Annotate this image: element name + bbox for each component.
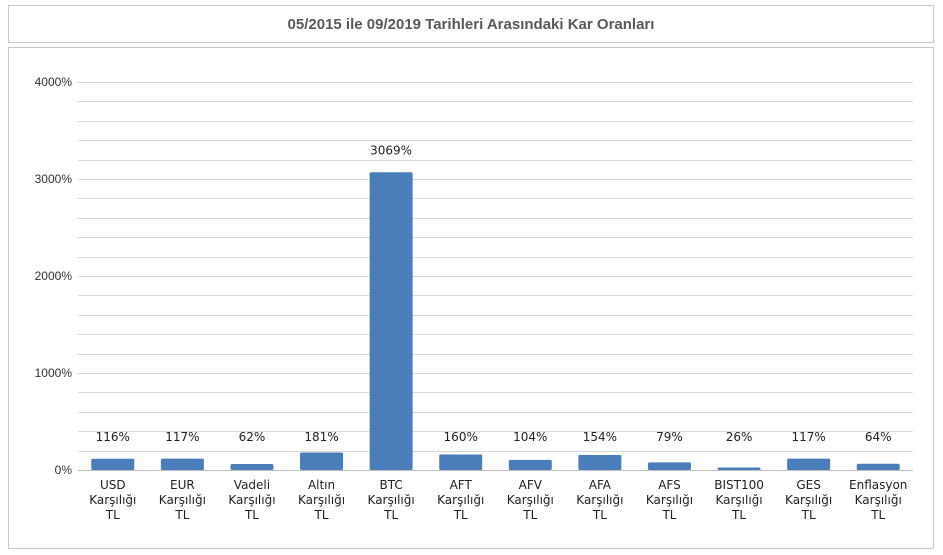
- category-label-line: TL: [314, 508, 329, 522]
- chart-title: 05/2015 ile 09/2019 Tarihleri Arasındaki…: [287, 15, 655, 33]
- data-labels: 116% 117% 62% 181% 3069% 160% 104% 154% 79% 26% 11…: [96, 143, 892, 444]
- data-label: 154%: [583, 430, 617, 444]
- category-label: GES Karşılığı TL: [785, 478, 832, 522]
- category-label-line: BTC: [380, 478, 403, 492]
- category-label: AFA Karşılığı TL: [576, 478, 623, 522]
- bar: [369, 172, 413, 470]
- category-label-line: AFS: [658, 478, 681, 492]
- data-label: 26%: [726, 430, 753, 444]
- category-label-line: BIST100: [714, 478, 764, 492]
- bar: [787, 458, 831, 470]
- category-label: AFV Karşılığı TL: [507, 478, 554, 522]
- category-label-line: AFA: [589, 478, 612, 492]
- data-label: 62%: [239, 430, 266, 444]
- bar: [856, 463, 900, 470]
- category-label-line: TL: [592, 508, 607, 522]
- category-label-line: Karşılığı: [646, 493, 693, 507]
- data-label: 79%: [656, 430, 683, 444]
- data-label: 3069%: [370, 143, 412, 157]
- category-label: AFT Karşılığı TL: [437, 478, 484, 522]
- data-label: 116%: [96, 430, 130, 444]
- category-label-line: GES: [796, 478, 821, 492]
- y-tick-label: 3000%: [35, 172, 73, 186]
- category-label-line: TL: [453, 508, 468, 522]
- bar: [578, 455, 622, 470]
- category-label-line: TL: [244, 508, 259, 522]
- category-label-line: TL: [105, 508, 120, 522]
- category-label-line: Karşılığı: [159, 493, 206, 507]
- data-label: 181%: [304, 430, 338, 444]
- category-label: Altın Karşılığı TL: [298, 478, 345, 522]
- category-label: EUR Karşılığı TL: [159, 478, 206, 522]
- category-label-line: Karşılığı: [785, 493, 832, 507]
- data-label: 104%: [513, 430, 547, 444]
- category-label-line: Karşılığı: [228, 493, 275, 507]
- category-label-line: Karşılığı: [437, 493, 484, 507]
- bar: [508, 459, 552, 470]
- category-label-line: TL: [870, 508, 885, 522]
- category-label-line: Karşılığı: [298, 493, 345, 507]
- category-label: BIST100 Karşılığı TL: [714, 478, 764, 522]
- category-label-line: TL: [731, 508, 746, 522]
- category-label-line: Enflasyon: [849, 478, 907, 492]
- bar: [300, 452, 344, 470]
- category-label-line: TL: [801, 508, 816, 522]
- y-tick-label: 2000%: [35, 269, 73, 283]
- y-axis-ticks: 0% 1000% 2000% 3000% 4000%: [35, 75, 73, 477]
- bar: [160, 458, 204, 470]
- category-label: AFS Karşılığı TL: [646, 478, 693, 522]
- category-label-line: EUR: [170, 478, 195, 492]
- category-label: USD Karşılığı TL: [89, 478, 136, 522]
- category-label: Enflasyon Karşılığı TL: [849, 478, 907, 522]
- data-label: 160%: [444, 430, 478, 444]
- y-tick-label: 4000%: [35, 75, 73, 89]
- category-label-line: Karşılığı: [715, 493, 762, 507]
- category-label-line: USD: [100, 478, 126, 492]
- category-label-line: TL: [661, 508, 676, 522]
- chart-title-box: 05/2015 ile 09/2019 Tarihleri Arasındaki…: [8, 5, 934, 43]
- bar: [230, 463, 274, 470]
- bar: [91, 458, 135, 470]
- bar: [439, 454, 483, 470]
- category-label-line: TL: [383, 508, 398, 522]
- data-label: 117%: [165, 430, 199, 444]
- category-label: Vadeli Karşılığı TL: [228, 478, 275, 522]
- category-label-line: TL: [174, 508, 189, 522]
- bar: [647, 462, 691, 470]
- category-label-line: Karşılığı: [89, 493, 136, 507]
- category-label-line: Karşılığı: [507, 493, 554, 507]
- category-label-line: Karşılığı: [368, 493, 415, 507]
- category-label-line: Vadeli: [234, 478, 270, 492]
- bar: [717, 467, 761, 470]
- bars: [91, 172, 900, 470]
- y-tick-label: 0%: [55, 463, 73, 477]
- category-label: BTC Karşılığı TL: [368, 478, 415, 522]
- data-label: 117%: [791, 430, 825, 444]
- gridlines: [78, 82, 913, 471]
- category-label-line: Altın: [308, 478, 335, 492]
- category-label-line: Karşılığı: [576, 493, 623, 507]
- y-tick-label: 1000%: [35, 366, 73, 380]
- category-label-line: Karşılığı: [855, 493, 902, 507]
- category-label-line: AFV: [519, 478, 543, 492]
- data-label: 64%: [865, 430, 892, 444]
- category-label-line: TL: [522, 508, 537, 522]
- category-label-line: AFT: [450, 478, 473, 492]
